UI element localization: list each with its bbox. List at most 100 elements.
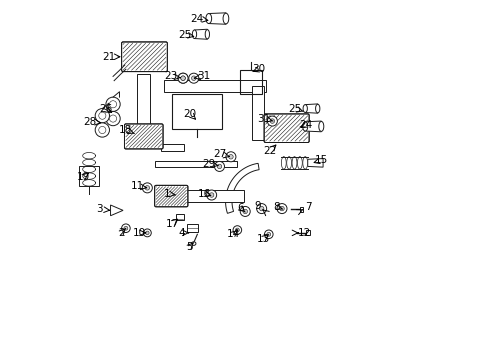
Circle shape <box>209 193 213 197</box>
Text: 24: 24 <box>190 14 203 23</box>
Circle shape <box>235 228 239 232</box>
Circle shape <box>269 119 274 123</box>
Text: 6: 6 <box>236 203 243 213</box>
Ellipse shape <box>302 122 307 131</box>
Circle shape <box>233 226 241 234</box>
Text: 25: 25 <box>178 30 191 40</box>
Ellipse shape <box>281 157 285 169</box>
Circle shape <box>145 186 149 190</box>
Circle shape <box>95 123 109 137</box>
Ellipse shape <box>315 104 319 113</box>
Ellipse shape <box>223 13 228 24</box>
Circle shape <box>243 209 247 214</box>
Polygon shape <box>307 158 323 167</box>
Circle shape <box>214 161 224 171</box>
Text: 22: 22 <box>263 146 276 156</box>
Text: 8: 8 <box>273 202 280 212</box>
Circle shape <box>264 230 272 239</box>
Text: 24: 24 <box>299 120 312 130</box>
Ellipse shape <box>303 105 307 112</box>
Ellipse shape <box>192 30 196 39</box>
Bar <box>299 207 303 212</box>
Circle shape <box>267 116 277 126</box>
Circle shape <box>228 154 233 159</box>
Text: 5: 5 <box>185 242 192 252</box>
Text: 18: 18 <box>119 125 132 135</box>
Bar <box>187 224 198 232</box>
Circle shape <box>240 206 250 216</box>
Circle shape <box>279 206 284 211</box>
Circle shape <box>109 115 116 122</box>
Text: 29: 29 <box>202 159 215 169</box>
Text: 2: 2 <box>118 228 124 238</box>
Circle shape <box>266 232 270 236</box>
Circle shape <box>188 73 198 83</box>
Bar <box>172 94 221 129</box>
Circle shape <box>99 126 106 134</box>
Text: 4: 4 <box>178 228 185 238</box>
Circle shape <box>95 109 109 123</box>
Bar <box>240 70 261 94</box>
Text: 11: 11 <box>130 181 143 192</box>
Text: 23: 23 <box>164 71 178 81</box>
Polygon shape <box>305 121 321 132</box>
Polygon shape <box>160 144 183 152</box>
Polygon shape <box>225 163 259 213</box>
Circle shape <box>143 229 151 237</box>
Polygon shape <box>186 190 244 202</box>
Circle shape <box>276 203 286 213</box>
Text: 1: 1 <box>163 189 170 199</box>
Circle shape <box>206 190 216 200</box>
Ellipse shape <box>205 14 211 23</box>
Polygon shape <box>137 74 149 131</box>
Polygon shape <box>110 205 123 216</box>
Circle shape <box>106 111 120 126</box>
FancyBboxPatch shape <box>122 42 167 72</box>
Text: 21: 21 <box>102 52 115 62</box>
Ellipse shape <box>318 121 323 131</box>
Text: 30: 30 <box>252 64 265 74</box>
Circle shape <box>99 112 106 119</box>
Text: 17: 17 <box>165 219 179 229</box>
Polygon shape <box>251 86 264 140</box>
Circle shape <box>191 76 196 80</box>
Circle shape <box>225 152 235 162</box>
Circle shape <box>122 224 130 233</box>
Circle shape <box>109 101 116 108</box>
Text: 15: 15 <box>314 156 327 165</box>
Text: 19: 19 <box>76 172 89 182</box>
Circle shape <box>178 73 188 83</box>
Circle shape <box>181 76 185 80</box>
Circle shape <box>259 206 264 211</box>
Polygon shape <box>194 29 207 39</box>
Text: 31: 31 <box>196 71 210 81</box>
Text: 16: 16 <box>198 189 211 199</box>
FancyBboxPatch shape <box>124 124 163 149</box>
Text: 20: 20 <box>183 109 196 119</box>
Polygon shape <box>143 131 160 148</box>
Ellipse shape <box>286 157 291 169</box>
Text: 7: 7 <box>305 202 311 212</box>
Ellipse shape <box>191 242 196 246</box>
Bar <box>176 213 183 220</box>
Text: 9: 9 <box>254 201 261 211</box>
Circle shape <box>217 164 221 169</box>
Text: 28: 28 <box>83 117 97 127</box>
Text: 12: 12 <box>297 228 310 238</box>
Polygon shape <box>208 13 225 24</box>
Text: 10: 10 <box>132 228 145 238</box>
Circle shape <box>145 231 149 235</box>
Circle shape <box>178 73 188 83</box>
Text: 31: 31 <box>257 113 270 123</box>
Ellipse shape <box>297 157 302 169</box>
Circle shape <box>106 97 120 111</box>
Circle shape <box>142 183 152 193</box>
Ellipse shape <box>302 157 307 169</box>
Text: 3: 3 <box>96 204 103 214</box>
Ellipse shape <box>291 157 296 169</box>
Polygon shape <box>305 104 317 113</box>
Text: 26: 26 <box>99 104 112 114</box>
Text: 27: 27 <box>213 149 226 159</box>
Text: 13: 13 <box>256 234 269 244</box>
Bar <box>305 230 309 235</box>
